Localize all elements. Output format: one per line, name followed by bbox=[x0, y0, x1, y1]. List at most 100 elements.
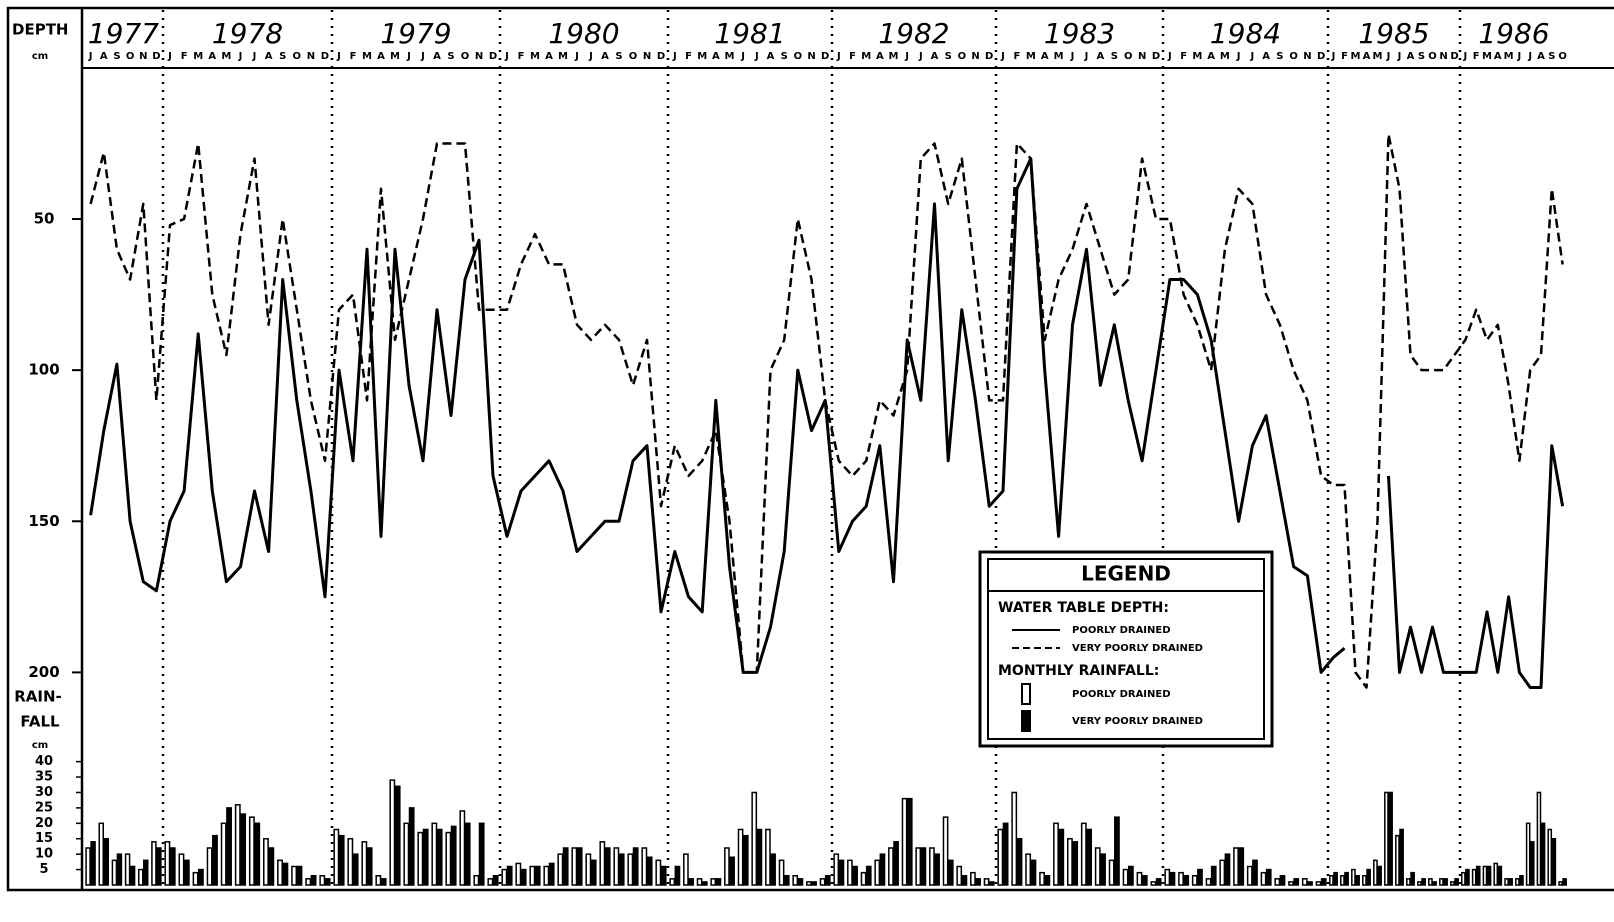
rain-bar bbox=[737, 828, 744, 886]
y2-tick-label: 20 bbox=[35, 816, 53, 831]
rain-bar bbox=[865, 865, 872, 886]
rain-bar bbox=[1067, 837, 1073, 886]
year-label: 1977 bbox=[88, 17, 159, 50]
rain-bar bbox=[1315, 881, 1322, 886]
rain-bar bbox=[111, 859, 118, 886]
rain-bar bbox=[920, 847, 927, 886]
rain-bar bbox=[1080, 822, 1087, 886]
month-label: O bbox=[293, 51, 302, 62]
month-label: J bbox=[918, 51, 923, 62]
month-label: N bbox=[643, 51, 651, 62]
rain-bar bbox=[277, 859, 283, 886]
rain-bar bbox=[674, 865, 681, 886]
rain-bar bbox=[1525, 822, 1531, 886]
rain-bar bbox=[1475, 865, 1481, 886]
y-label: DEPTH bbox=[12, 21, 68, 39]
month-label: D bbox=[1152, 51, 1160, 62]
legend: LEGEND WATER TABLE DEPTH: MONTHLY RAINFA… bbox=[978, 550, 1274, 748]
month-label: M bbox=[889, 51, 899, 62]
rain-bar bbox=[915, 847, 922, 886]
month-label: N bbox=[1439, 51, 1447, 62]
rain-bar bbox=[997, 828, 1004, 886]
rain-bar bbox=[90, 841, 96, 886]
year-label: 1982 bbox=[878, 17, 949, 50]
rain-bar bbox=[1540, 822, 1546, 886]
rain-bar bbox=[893, 841, 899, 886]
rain-bar bbox=[450, 825, 457, 886]
month-label: N bbox=[1303, 51, 1311, 62]
rain-bar bbox=[183, 859, 190, 886]
month-label: O bbox=[629, 51, 638, 62]
rain-bar bbox=[824, 874, 831, 886]
rain-bar bbox=[1497, 865, 1503, 886]
month-label: A bbox=[545, 51, 553, 62]
rain-bar bbox=[197, 868, 204, 886]
rain-bar bbox=[1515, 878, 1520, 886]
rain-bar bbox=[1197, 868, 1203, 886]
rain-bar bbox=[1127, 865, 1134, 886]
rain-bar bbox=[1183, 874, 1190, 886]
month-label: A bbox=[1363, 51, 1371, 62]
rain-bar bbox=[688, 878, 694, 886]
month-label: S bbox=[781, 51, 788, 62]
month-label: M bbox=[1351, 51, 1361, 62]
rain-bar bbox=[291, 865, 298, 886]
rain-bar bbox=[797, 878, 804, 886]
rain-bar bbox=[710, 878, 717, 886]
month-label: J bbox=[588, 51, 593, 62]
rain-bar bbox=[1562, 878, 1567, 886]
rain-bar bbox=[1265, 868, 1272, 886]
rain-bar bbox=[1355, 874, 1360, 886]
rain-bar bbox=[151, 841, 157, 886]
rain-bar bbox=[394, 785, 401, 886]
rain-bar bbox=[282, 862, 289, 886]
year-label: 1983 bbox=[1044, 17, 1115, 50]
month-label: M bbox=[1026, 51, 1036, 62]
month-label: A bbox=[1097, 51, 1105, 62]
month-label: J bbox=[252, 51, 257, 62]
month-label: J bbox=[88, 51, 93, 62]
y-tick-label: 100 bbox=[28, 361, 59, 379]
rain-bar bbox=[906, 797, 913, 886]
rain-bar bbox=[310, 874, 317, 886]
rain-bar bbox=[1169, 871, 1176, 886]
frame bbox=[6, 6, 1614, 892]
y2-tick-label: 40 bbox=[35, 754, 53, 769]
rain-bar bbox=[1155, 878, 1162, 886]
rain-bar bbox=[1482, 865, 1488, 886]
rain-bar bbox=[1340, 874, 1345, 886]
rain-bar bbox=[1333, 871, 1338, 886]
rain-bar bbox=[988, 881, 995, 886]
rain-bar bbox=[220, 822, 227, 886]
month-label: D bbox=[1450, 51, 1458, 62]
rain-bar bbox=[492, 874, 499, 886]
month-label: O bbox=[1428, 51, 1437, 62]
month-label: J bbox=[1084, 51, 1089, 62]
rain-bar bbox=[464, 822, 471, 886]
rain-bar bbox=[212, 834, 218, 886]
legend-swatch bbox=[1021, 683, 1031, 705]
month-label: D bbox=[657, 51, 665, 62]
rain-bar bbox=[1344, 871, 1349, 886]
rain-bar bbox=[234, 804, 241, 886]
month-label: F bbox=[1180, 51, 1187, 62]
month-label: J bbox=[1250, 51, 1255, 62]
month-label: A bbox=[208, 51, 216, 62]
rain-bar bbox=[1417, 881, 1422, 886]
month-label: J bbox=[1397, 51, 1402, 62]
rain-bar bbox=[852, 865, 858, 886]
month-label: S bbox=[1276, 51, 1283, 62]
depth-line bbox=[1387, 444, 1565, 689]
month-label: M bbox=[530, 51, 540, 62]
rain-bar bbox=[778, 859, 785, 886]
rain-bar bbox=[506, 865, 513, 886]
rain-bar bbox=[847, 859, 853, 886]
legend-group: MONTHLY RAINFALL: bbox=[998, 663, 1159, 679]
rain-bar bbox=[1025, 853, 1032, 886]
rain-bar bbox=[1421, 878, 1426, 886]
legend-box-inner bbox=[987, 558, 1265, 740]
month-label: M bbox=[861, 51, 871, 62]
y2-tick-label: 15 bbox=[35, 831, 53, 846]
rain-bar bbox=[571, 847, 578, 886]
rain-bar bbox=[1307, 881, 1313, 886]
